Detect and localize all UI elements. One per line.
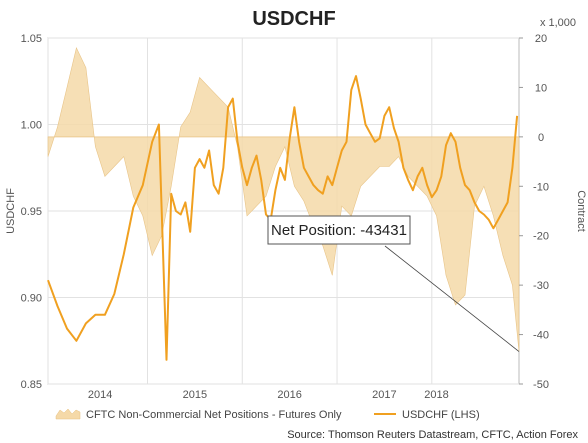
usdchf-line-layer [47, 75, 519, 361]
x-tick-label: 2018 [424, 389, 448, 401]
left-tick-label: 0.95 [21, 206, 42, 218]
left-axis-ticks: 0.85 0.90 0.95 1.00 1.05 [21, 33, 42, 391]
x-tick-label: 2014 [88, 389, 112, 401]
legend: CFTC Non-Commercial Net Positions - Futu… [55, 408, 480, 421]
right-tick-label: -40 [533, 330, 549, 342]
x-axis-ticks: 2014 2015 2016 2017 2018 [88, 389, 449, 401]
right-tick-label: -50 [533, 379, 549, 391]
legend-label-cftc: CFTC Non-Commercial Net Positions - Futu… [86, 409, 342, 421]
x-tick-label: 2016 [277, 389, 301, 401]
right-tick-label: 0 [538, 132, 544, 144]
right-axis-label: Contract [575, 190, 587, 232]
left-tick-label: 0.90 [21, 293, 42, 305]
usdchf-line [47, 75, 519, 361]
legend-label-usdchf: USDCHF (LHS) [402, 409, 480, 421]
left-axis-label: USDCHF [5, 188, 17, 234]
annotation-layer: Net Position: -43431 [267, 215, 520, 352]
right-axis-ticks: -50 -40 -30 -20 -10 0 10 20 [519, 33, 549, 391]
left-tick-label: 1.05 [21, 33, 42, 45]
left-tick-label: 1.00 [21, 120, 42, 132]
annotation-text: Net Position: -43431 [271, 222, 407, 239]
annotation-leader-line [384, 245, 520, 352]
chart-title: USDCHF [252, 8, 335, 30]
x-tick-label: 2015 [183, 389, 207, 401]
left-tick-label: 0.85 [21, 379, 42, 391]
right-tick-label: -20 [533, 231, 549, 243]
right-tick-label: 20 [535, 33, 547, 45]
right-axis-unit: x 1,000 [540, 17, 576, 29]
source-note: Source: Thomson Reuters Datastream, CFTC… [287, 429, 578, 441]
right-tick-label: 10 [535, 82, 547, 94]
annotation-box [267, 215, 411, 245]
legend-area-swatch [55, 408, 81, 420]
right-tick-label: -10 [533, 181, 549, 193]
right-tick-label: -30 [533, 280, 549, 292]
x-tick-label: 2017 [372, 389, 396, 401]
